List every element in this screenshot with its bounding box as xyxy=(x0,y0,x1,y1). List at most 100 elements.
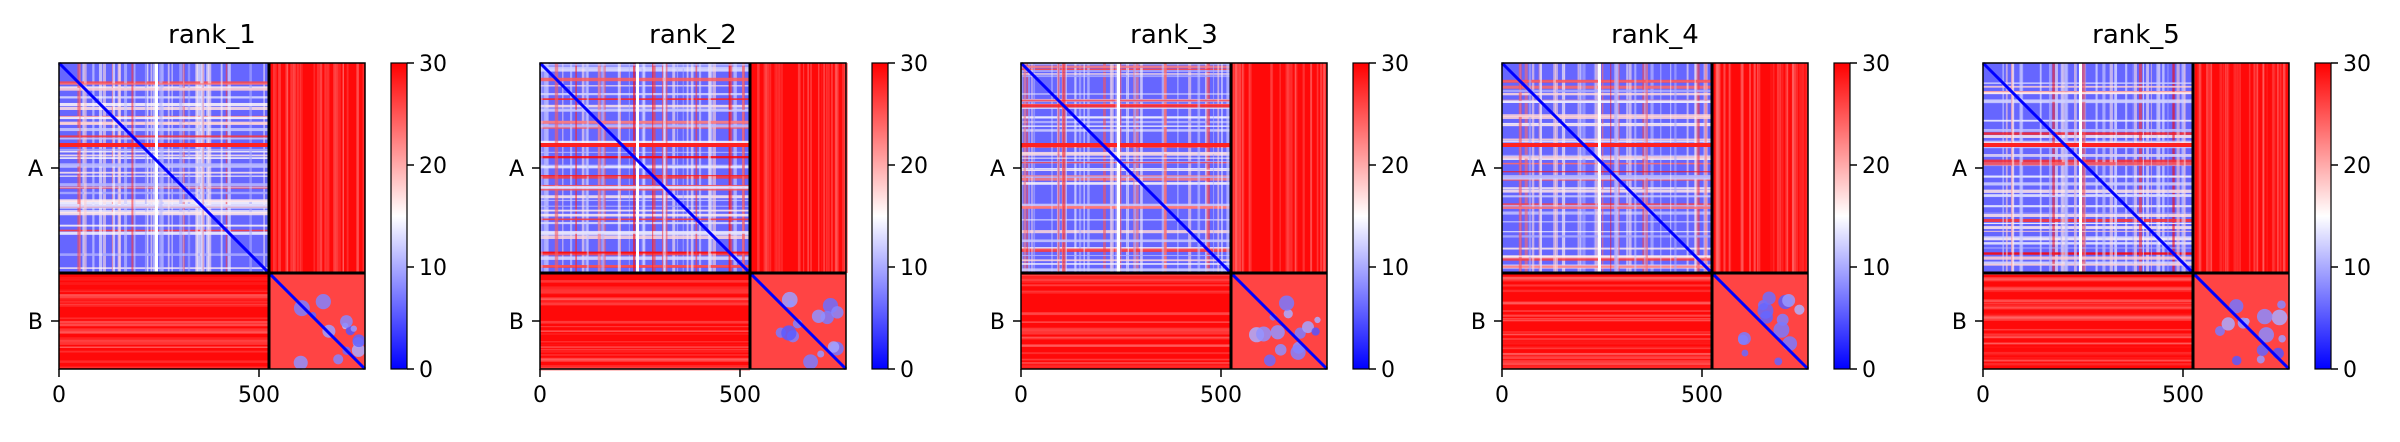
heatmap-row-stripe xyxy=(540,344,750,346)
heatmap-col-stripe xyxy=(2167,63,2169,273)
heatmap-row-stripe xyxy=(59,317,269,320)
heatmap-col-stripe xyxy=(1770,63,1772,273)
heatmap-col-stripe xyxy=(2142,63,2144,273)
colorbar-tick-label: 30 xyxy=(1381,52,1409,77)
heatmap-row-stripe xyxy=(1021,312,1231,316)
heatmap-row-stripe xyxy=(1502,284,1712,287)
heatmap-row-stripe xyxy=(1983,342,2193,345)
heatmap-row-stripe xyxy=(1021,328,1231,331)
heatmap-row-stripe xyxy=(540,124,750,128)
heatmap-row-stripe xyxy=(59,81,269,85)
heatmap-row-stripe xyxy=(1983,356,2193,359)
heatmap-col-stripe xyxy=(356,63,359,273)
heatmap-row-stripe xyxy=(1502,257,1712,261)
heatmap-col-stripe xyxy=(1776,63,1780,273)
heatmap-col-stripe xyxy=(362,63,364,273)
heatmap-row-stripe xyxy=(1983,222,2193,224)
heatmap-row-stripe xyxy=(59,282,269,285)
heatmap-blob xyxy=(2271,309,2288,326)
heatmap-col-stripe xyxy=(2256,63,2258,273)
heatmap-col-stripe xyxy=(1232,63,1234,273)
heatmap-col-stripe xyxy=(1236,63,1240,273)
heatmap-row-stripe xyxy=(540,185,750,189)
heatmap-col-stripe xyxy=(1753,63,1756,273)
heatmap-blob xyxy=(2278,334,2286,343)
heatmap-col-stripe xyxy=(1111,63,1114,273)
heatmap-col-stripe xyxy=(1686,63,1689,273)
heatmap-row-stripe xyxy=(1021,151,1231,154)
heatmap-col-stripe xyxy=(541,63,543,273)
heatmap-col-stripe xyxy=(728,63,731,273)
heatmap-col-stripe xyxy=(2102,63,2106,273)
heatmap-row-stripe xyxy=(59,330,269,333)
heatmap-col-stripe xyxy=(1177,63,1179,273)
heatmap-blob xyxy=(1782,293,1796,307)
heatmap-col-stripe xyxy=(2150,63,2152,273)
heatmap-col-stripe xyxy=(275,63,277,273)
heatmap-row-stripe xyxy=(1983,303,2193,305)
heatmap-row-stripe xyxy=(1502,171,1712,173)
heatmap-col-stripe xyxy=(102,63,106,273)
heatmap-row-stripe xyxy=(1983,212,2193,214)
heatmap-col-stripe xyxy=(2157,63,2161,273)
heatmap-row-stripe xyxy=(1021,116,1231,119)
heatmap-row-stripe xyxy=(59,87,269,91)
heatmap-col-stripe xyxy=(2176,63,2180,273)
heatmap-blob xyxy=(1757,302,1774,319)
heatmap-col-stripe xyxy=(293,63,296,273)
heatmap-col-stripe xyxy=(2248,63,2251,273)
heatmap-col-stripe xyxy=(764,63,767,273)
heatmap-col-stripe xyxy=(1074,63,1077,273)
heatmap-row-stripe xyxy=(1021,175,1231,178)
heatmap-row-stripe xyxy=(1502,301,1712,305)
heatmap-row-stripe xyxy=(59,102,269,107)
heatmap-col-stripe xyxy=(2272,63,2276,273)
heatmap-row-stripe xyxy=(1021,366,1231,370)
heatmap-col-stripe xyxy=(1051,63,1053,273)
heatmap-row-stripe xyxy=(59,128,269,132)
heatmap-row-stripe xyxy=(1021,73,1231,75)
heatmap-row-stripe xyxy=(1983,336,2193,338)
y-tick-label: A xyxy=(28,157,43,182)
heatmap-col-stripe xyxy=(1062,63,1066,273)
colorbar-tick-label: 10 xyxy=(900,256,928,281)
heatmap-col-stripe xyxy=(286,63,289,273)
heatmap-blob xyxy=(1311,327,1320,336)
heatmap-col-stripe xyxy=(1785,63,1789,273)
heatmap-row-stripe xyxy=(59,86,269,89)
heatmap-col-stripe xyxy=(1285,63,1288,273)
heatmap-col-stripe xyxy=(2228,63,2230,273)
heatmap-row-stripe xyxy=(1502,310,1712,312)
heatmap-col-stripe xyxy=(196,63,201,273)
heatmap-col-stripe xyxy=(652,63,656,273)
heatmap-blob xyxy=(1274,344,1287,356)
colorbar-tick-label: 10 xyxy=(1381,256,1409,281)
heatmap-col-stripe xyxy=(2257,63,2259,273)
heatmap-row-stripe xyxy=(59,229,269,232)
heatmap-row-stripe xyxy=(59,253,269,256)
heatmap-row-stripe xyxy=(1502,143,1712,147)
heatmap-row-stripe xyxy=(1021,169,1231,171)
heatmap-col-stripe xyxy=(1270,63,1274,273)
heatmap-col-stripe xyxy=(821,63,823,273)
heatmap xyxy=(1019,61,1329,371)
heatmap-col-stripe xyxy=(1248,63,1250,273)
heatmap-row-stripe xyxy=(1502,211,1712,215)
heatmap-row-stripe xyxy=(540,251,750,254)
heatmap-row-stripe xyxy=(1983,299,2193,303)
heatmap-row-stripe xyxy=(1021,290,1231,292)
heatmap-row-stripe xyxy=(1021,327,1231,330)
x-tick-label: 0 xyxy=(1976,383,1990,408)
heatmap-row-stripe xyxy=(1021,143,1231,147)
heatmap-col-stripe xyxy=(2079,63,2082,273)
heatmap-blob xyxy=(1263,354,1276,367)
heatmap-row-stripe xyxy=(1983,337,2193,339)
heatmap-row-stripe xyxy=(1502,156,1712,159)
heatmap-row-stripe xyxy=(59,340,269,342)
heatmap-col-stripe xyxy=(1021,63,1023,273)
heatmap-row-stripe xyxy=(59,122,269,125)
heatmap-col-stripe xyxy=(124,63,128,273)
heatmap-col-stripe xyxy=(1290,63,1293,273)
heatmap xyxy=(1500,61,1810,371)
colorbar-tick-label: 0 xyxy=(1381,358,1395,383)
